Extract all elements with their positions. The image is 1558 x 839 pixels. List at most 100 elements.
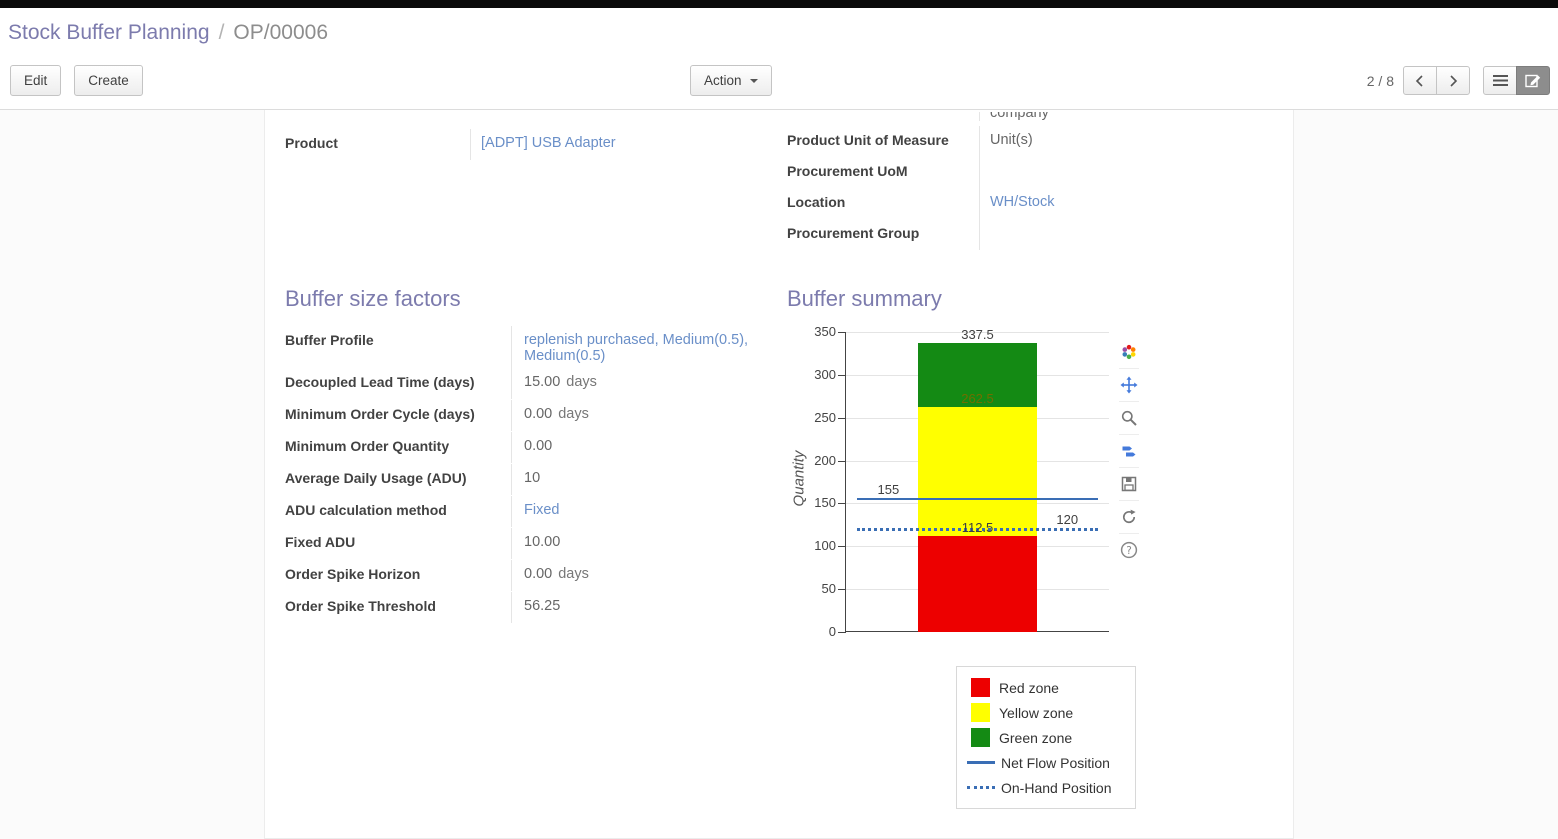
field-row-adu: Average Daily Usage (ADU) 10 <box>285 464 771 496</box>
product-uom-label: Product Unit of Measure <box>787 132 949 148</box>
y-tick-mark <box>838 417 846 419</box>
buffer-profile-link[interactable]: replenish purchased, Medium(0.5), Medium… <box>524 332 749 364</box>
buffer-size-factors-section: Buffer size factors Buffer Profile reple… <box>285 286 771 809</box>
list-icon <box>1492 75 1508 86</box>
legend-swatch-line <box>967 761 995 764</box>
net-flow-position-label: 155 <box>877 482 900 498</box>
fixed-adu-value: 10.00 <box>511 528 771 559</box>
form-icon <box>1525 74 1541 88</box>
annotation-262.5: 262.5 <box>961 391 994 406</box>
y-tick-mark <box>838 332 846 333</box>
procurement-uom-value <box>979 157 1273 188</box>
breadcrumb: Stock Buffer Planning / OP/00006 <box>0 8 1558 56</box>
field-row-product-uom: Product Unit of Measure Unit(s) <box>787 126 1273 157</box>
action-label: Action <box>704 73 742 88</box>
legend-swatch-dotted <box>967 786 995 789</box>
procurement-uom-label: Procurement UoM <box>787 163 908 179</box>
pager-previous-button[interactable] <box>1403 66 1437 95</box>
spike-horizon-value: 0.00 days <box>511 560 771 591</box>
edit-button[interactable]: Edit <box>10 65 62 96</box>
form-view-button[interactable] <box>1516 66 1550 95</box>
spike-threshold-value: 56.25 <box>511 592 771 623</box>
field-row-procurement-uom: Procurement UoM <box>787 157 1273 188</box>
chart-legend: Red zone Yellow zone Green zone Net Flow Po… <box>956 666 1136 809</box>
zoom-icon[interactable] <box>1119 401 1139 434</box>
control-panel: Edit Create Action 2 / 8 <box>0 56 1558 110</box>
pager-next-button[interactable] <box>1436 66 1470 95</box>
chart-plot: 0 50 100 150 200 250 300 350 155 120 337.5 262.5 112… <box>814 324 1109 639</box>
help-icon[interactable]: ? <box>1119 533 1139 566</box>
product-label: Product <box>285 135 338 151</box>
field-row-spike-horizon: Order Spike Horizon 0.00 days <box>285 560 771 592</box>
red-zone-bar <box>918 535 1037 632</box>
location-value: WH/Stock <box>979 188 1273 219</box>
procurement-group-label: Procurement Group <box>787 225 920 241</box>
chart-y-axis-title: Quantity <box>790 450 808 507</box>
lower-sections: Buffer size factors Buffer Profile reple… <box>285 286 1273 809</box>
legend-item[interactable]: On-Hand Position <box>965 775 1127 800</box>
y-tick-label: 150 <box>814 495 836 511</box>
product-link[interactable]: [ADPT] USB Adapter <box>481 135 616 151</box>
annotation-112.5: 112.5 <box>961 519 994 535</box>
adu-label: Average Daily Usage (ADU) <box>285 470 467 486</box>
top-field-groups: Product [ADPT] USB Adapter company Produ… <box>285 110 1273 250</box>
buffer-summary-section: Buffer summary Quantity 0 50 100 150 200 250 3… <box>787 286 1273 809</box>
caret-down-icon <box>749 78 758 83</box>
create-button[interactable]: Create <box>74 65 143 96</box>
y-tick-label: 300 <box>814 366 836 382</box>
y-tick-mark <box>838 374 846 376</box>
legend-swatch-square <box>971 728 990 747</box>
pager-counter: 2 / 8 <box>1366 72 1394 89</box>
legend-item[interactable]: Yellow zone <box>965 700 1127 725</box>
procurement-group-value <box>979 219 1273 250</box>
field-row-company-clipped: company <box>787 112 1273 126</box>
min-order-qty-label: Minimum Order Quantity <box>285 438 450 454</box>
annotation-337.5: 337.5 <box>961 326 994 342</box>
dlt-number: 15.00 <box>524 374 561 390</box>
field-row-product: Product [ADPT] USB Adapter <box>285 129 771 160</box>
y-tick-label: 200 <box>814 452 836 468</box>
y-tick-label: 0 <box>828 624 836 639</box>
pan-icon[interactable] <box>1119 368 1139 401</box>
right-field-group: company Product Unit of Measure Unit(s) … <box>787 112 1273 250</box>
breadcrumb-current-record: OP/00006 <box>233 21 328 44</box>
company-value: company <box>979 112 1273 121</box>
y-tick-label: 50 <box>821 581 836 597</box>
gridline <box>846 332 1109 333</box>
min-order-cycle-number: 0.00 <box>524 406 553 422</box>
field-row-location: Location WH/Stock <box>787 188 1273 219</box>
field-row-adu-method: ADU calculation method Fixed <box>285 496 771 528</box>
hover-compare-icon[interactable] <box>1119 434 1139 467</box>
reset-axes-icon[interactable] <box>1119 500 1139 533</box>
legend-swatch-square <box>971 703 990 722</box>
chevron-left-icon <box>1415 74 1423 87</box>
location-link[interactable]: WH/Stock <box>990 194 1055 210</box>
on-hand-position-label: 120 <box>1056 512 1079 528</box>
svg-text:?: ? <box>1126 545 1132 557</box>
list-view-button[interactable] <box>1483 66 1517 95</box>
field-row-min-order-cycle: Minimum Order Cycle (days) 0.00 days <box>285 400 771 432</box>
min-order-cycle-label: Minimum Order Cycle (days) <box>285 406 475 422</box>
plotly-logo-icon[interactable] <box>1119 336 1139 368</box>
buffer-summary-title: Buffer summary <box>787 286 942 311</box>
save-icon[interactable] <box>1119 467 1139 500</box>
form-sheet: Product [ADPT] USB Adapter company Produ… <box>264 110 1294 839</box>
product-uom-value: Unit(s) <box>979 126 1273 157</box>
product-value: [ADPT] USB Adapter <box>470 129 771 160</box>
legend-item[interactable]: Net Flow Position <box>965 750 1127 775</box>
legend-item[interactable]: Green zone <box>965 725 1127 750</box>
adu-method-link[interactable]: Fixed <box>524 502 560 518</box>
dlt-suffix: days <box>566 374 597 390</box>
action-dropdown-button[interactable]: Action <box>690 65 772 96</box>
company-text: company <box>990 112 1049 121</box>
field-row-spike-threshold: Order Spike Threshold 56.25 <box>285 592 771 624</box>
legend-label: Red zone <box>999 679 1059 696</box>
adu-value: 10 <box>511 464 771 495</box>
content-background: Product [ADPT] USB Adapter company Produ… <box>0 110 1558 839</box>
min-order-cycle-value: 0.00 days <box>511 400 771 431</box>
y-tick-mark <box>838 546 846 548</box>
legend-item[interactable]: Red zone <box>965 675 1127 700</box>
breadcrumb-link-stock-buffer-planning[interactable]: Stock Buffer Planning <box>8 21 210 44</box>
on-hand-position-line <box>856 528 1099 532</box>
legend-label: Net Flow Position <box>1001 754 1110 771</box>
